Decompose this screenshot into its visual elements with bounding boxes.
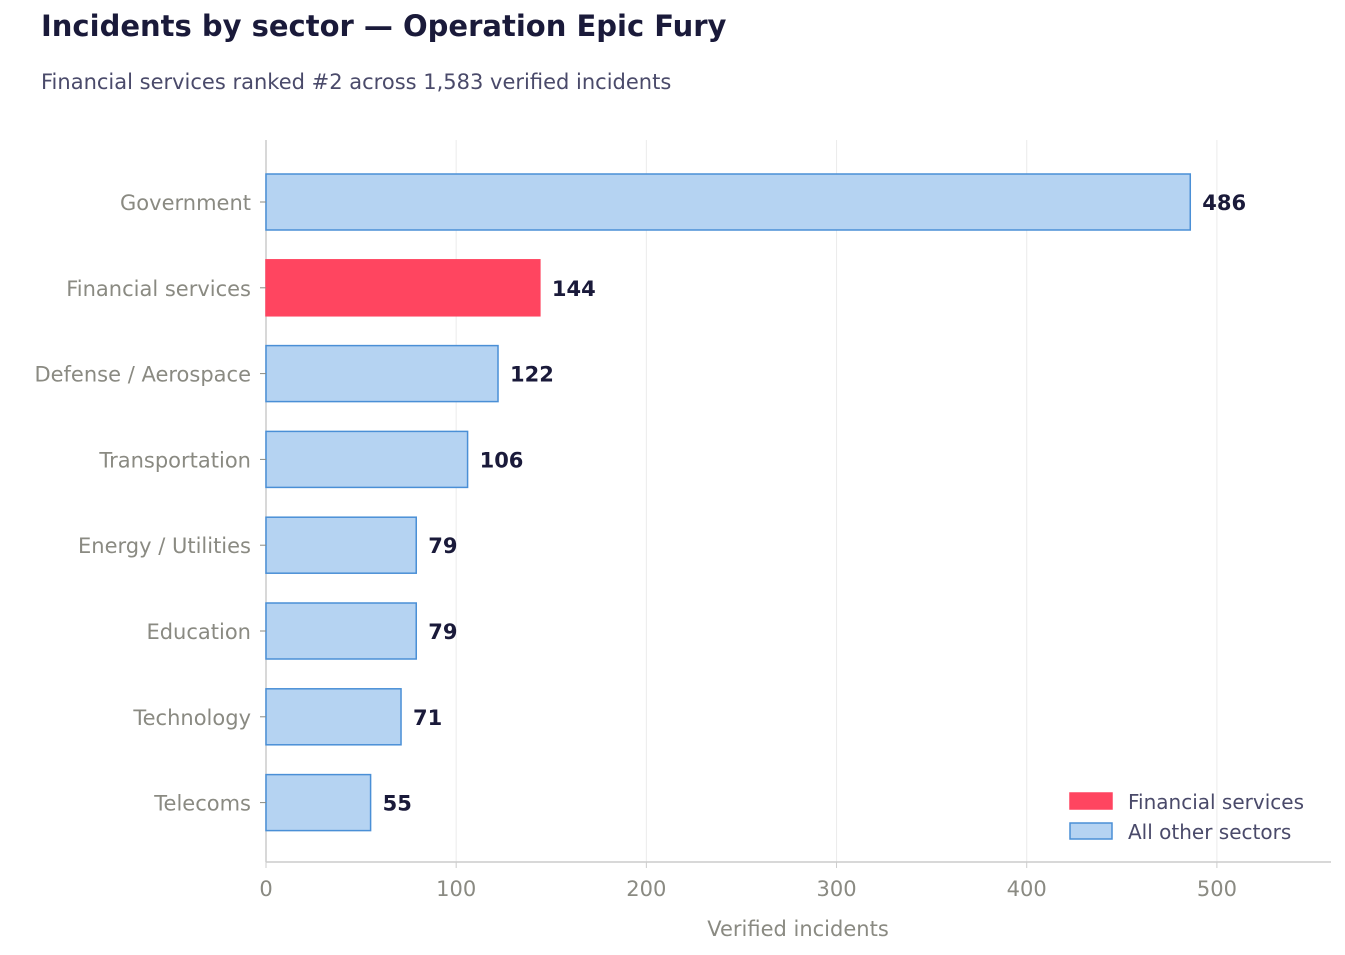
legend-swatch [1069, 792, 1113, 810]
bar [265, 430, 469, 489]
legend-swatch [1069, 822, 1113, 840]
legend-label: All other sectors [1128, 820, 1291, 844]
bar [265, 344, 499, 403]
value-label: 79 [428, 534, 457, 558]
category-label: Energy / Utilities [78, 534, 251, 558]
category-label: Defense / Aerospace [34, 363, 251, 387]
value-label: 122 [510, 363, 554, 387]
x-tick-label: 100 [436, 877, 476, 901]
axes [265, 140, 1331, 863]
x-axis-title: Verified incidents [707, 917, 889, 941]
value-label: 79 [428, 620, 457, 644]
x-tick-label: 0 [259, 877, 272, 901]
x-tick-label: 400 [1007, 877, 1047, 901]
bar-highlight [265, 259, 541, 317]
legend: Financial services All other sectors [1069, 790, 1304, 844]
bar [265, 773, 372, 832]
category-labels: Government Financial services Defense / Ae… [34, 191, 266, 816]
x-tick-label: 500 [1197, 877, 1237, 901]
category-label: Telecoms [153, 792, 251, 816]
bar [265, 602, 417, 660]
x-tick-label: 300 [816, 877, 856, 901]
bar [265, 688, 402, 746]
chart-title: Incidents by sector — Operation Epic Fur… [41, 9, 727, 43]
category-label: Financial services [66, 277, 251, 301]
x-tick-labels: 0 100 200 300 400 500 [259, 862, 1237, 901]
category-label: Transportation [98, 448, 251, 472]
bar [265, 173, 1192, 231]
value-labels: 486 144 122 106 79 79 71 55 [383, 191, 1247, 816]
x-tick-label: 200 [626, 877, 666, 901]
bar [265, 516, 417, 574]
bars [265, 173, 1192, 832]
value-label: 144 [552, 277, 596, 301]
value-label: 486 [1202, 191, 1246, 215]
chart-subtitle: Financial services ranked #2 across 1,58… [41, 70, 672, 94]
value-label: 55 [383, 792, 412, 816]
value-label: 71 [413, 706, 442, 730]
legend-label: Financial services [1128, 790, 1304, 814]
value-label: 106 [480, 448, 524, 472]
category-label: Technology [132, 706, 251, 730]
category-label: Education [146, 620, 251, 644]
category-label: Government [120, 191, 251, 215]
grid-lines [455, 140, 1218, 862]
